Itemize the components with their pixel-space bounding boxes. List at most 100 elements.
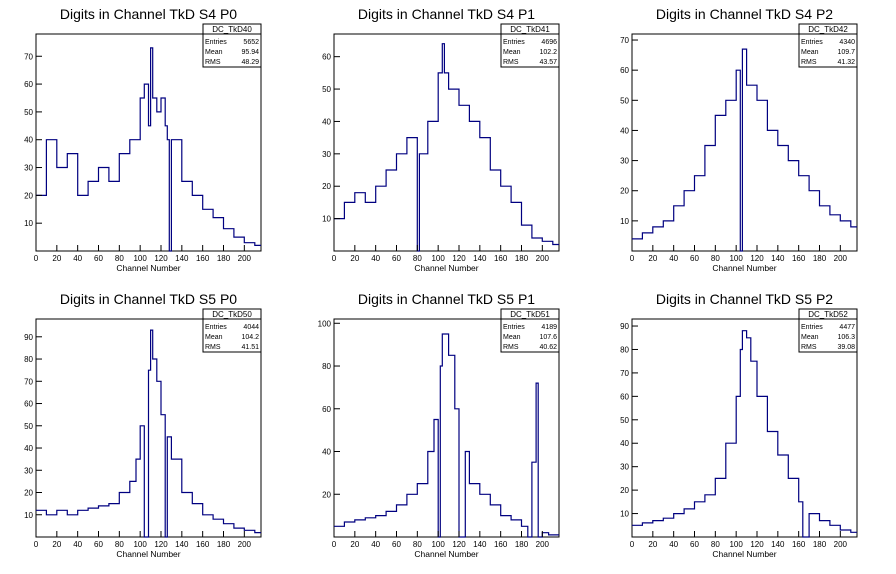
- stats-label: Entries: [801, 39, 823, 46]
- x-tick-label: 60: [392, 254, 401, 263]
- stats-value: 104.2: [241, 334, 259, 341]
- y-tick-label: 100: [318, 319, 332, 328]
- stats-box: DC_TkD51 Entries 4189 Mean 107.6 RMS 40.62: [500, 308, 560, 353]
- stats-value: 95.94: [241, 49, 259, 56]
- plot-frame: [631, 33, 858, 252]
- x-tick-label: 200: [536, 540, 550, 549]
- stats-value: 39.08: [837, 344, 855, 351]
- x-tick-label: 200: [536, 254, 550, 263]
- stats-value: 109.7: [837, 49, 855, 56]
- chart-title: Digits in Channel TkD S4 P2: [656, 6, 833, 22]
- stats-label: RMS: [205, 59, 221, 66]
- x-tick-label: 20: [52, 540, 61, 549]
- x-tick-label: 40: [669, 540, 678, 549]
- stats-value: 107.6: [539, 334, 557, 341]
- stats-value: 106.3: [837, 334, 855, 341]
- x-tick-label: 160: [792, 254, 806, 263]
- y-tick-label: 30: [322, 150, 331, 159]
- y-tick-label: 20: [24, 191, 33, 200]
- x-tick-label: 0: [34, 254, 39, 263]
- histogram-panel-0: Digits in Channel TkD S4 P0 10 20 30 40 50 60 7…: [24, 6, 262, 273]
- y-tick-label: 50: [24, 422, 33, 431]
- x-tick-label: 140: [473, 540, 487, 549]
- x-tick-label: 180: [515, 254, 529, 263]
- x-tick-label: 40: [371, 540, 380, 549]
- stats-value: 48.29: [241, 59, 259, 66]
- stats-box: DC_TkD42 Entries 4340 Mean 109.7 RMS 41.32: [798, 23, 858, 68]
- histogram-panel-2: Digits in Channel TkD S4 P2 10 20 30 40 50 60 7…: [620, 6, 858, 273]
- x-tick-label: 200: [238, 540, 252, 549]
- y-tick-label: 30: [24, 466, 33, 475]
- stats-label: Mean: [801, 334, 819, 341]
- y-tick-label: 60: [24, 80, 33, 89]
- stats-box-frame: [202, 23, 262, 68]
- stats-value: 102.2: [539, 49, 557, 56]
- histogram-line: [334, 333, 559, 538]
- x-tick-label: 140: [771, 254, 785, 263]
- plot-frame: [631, 318, 858, 538]
- y-tick-label: 20: [322, 182, 331, 191]
- x-tick-label: 60: [690, 540, 699, 549]
- x-tick-label: 20: [648, 254, 657, 263]
- y-tick-label: 10: [24, 511, 33, 520]
- y-tick-label: 30: [620, 463, 629, 472]
- y-tick-label: 50: [620, 96, 629, 105]
- stats-value: 5652: [243, 39, 259, 46]
- histogram-line: [632, 330, 857, 538]
- x-tick-label: 100: [431, 540, 445, 549]
- stats-name: DC_TkD40: [212, 25, 252, 34]
- x-axis-label: Channel Number: [414, 263, 478, 273]
- histogram-panel-4: Digits in Channel TkD S5 P1 20 40 60 80 100 0 2…: [318, 291, 560, 559]
- y-tick-label: 10: [620, 510, 629, 519]
- x-tick-label: 140: [175, 254, 189, 263]
- stats-label: RMS: [205, 344, 221, 351]
- stats-label: Mean: [503, 334, 521, 341]
- y-tick-label: 20: [620, 486, 629, 495]
- x-tick-label: 80: [413, 254, 422, 263]
- x-axis-label: Channel Number: [712, 263, 776, 273]
- y-tick-label: 80: [322, 362, 331, 371]
- x-tick-label: 160: [792, 540, 806, 549]
- chart-title: Digits in Channel TkD S5 P1: [358, 291, 535, 307]
- y-tick-label: 60: [322, 53, 331, 62]
- stats-name: DC_TkD50: [212, 310, 252, 319]
- stats-name: DC_TkD42: [808, 25, 848, 34]
- x-tick-label: 40: [669, 254, 678, 263]
- x-axis-label: Channel Number: [414, 549, 478, 559]
- stats-name: DC_TkD52: [808, 310, 848, 319]
- x-tick-label: 200: [834, 540, 848, 549]
- x-tick-label: 120: [452, 254, 466, 263]
- stats-label: RMS: [503, 344, 519, 351]
- stats-box: DC_TkD41 Entries 4696 Mean 102.2 RMS 43.57: [500, 23, 560, 68]
- x-tick-label: 120: [154, 254, 168, 263]
- x-tick-label: 120: [750, 540, 764, 549]
- y-tick-label: 50: [24, 108, 33, 117]
- y-tick-label: 40: [24, 136, 33, 145]
- y-tick-label: 20: [24, 489, 33, 498]
- x-tick-label: 0: [630, 540, 635, 549]
- x-tick-label: 60: [94, 254, 103, 263]
- stats-box-frame: [798, 308, 858, 353]
- x-tick-label: 140: [175, 540, 189, 549]
- histogram-line: [36, 329, 261, 538]
- x-tick-label: 160: [196, 254, 210, 263]
- y-tick-label: 30: [620, 157, 629, 166]
- histogram-panel-3: Digits in Channel TkD S5 P0 10 20 30 40 50 60 7…: [24, 291, 262, 559]
- stats-box: DC_TkD40 Entries 5652 Mean 95.94 RMS 48.29: [202, 23, 262, 68]
- y-tick-label: 40: [620, 439, 629, 448]
- x-tick-label: 20: [350, 540, 359, 549]
- stats-box: DC_TkD52 Entries 4477 Mean 106.3 RMS 39.08: [798, 308, 858, 353]
- y-tick-label: 10: [322, 215, 331, 224]
- x-tick-label: 200: [834, 254, 848, 263]
- stats-value: 4696: [541, 39, 557, 46]
- x-tick-label: 180: [813, 254, 827, 263]
- stats-name: DC_TkD41: [510, 25, 550, 34]
- stats-label: Entries: [205, 39, 227, 46]
- y-tick-label: 90: [620, 322, 629, 331]
- x-tick-label: 60: [690, 254, 699, 263]
- x-axis-label: Channel Number: [712, 549, 776, 559]
- stats-value: 4189: [541, 324, 557, 331]
- x-tick-label: 120: [452, 540, 466, 549]
- y-tick-label: 70: [620, 369, 629, 378]
